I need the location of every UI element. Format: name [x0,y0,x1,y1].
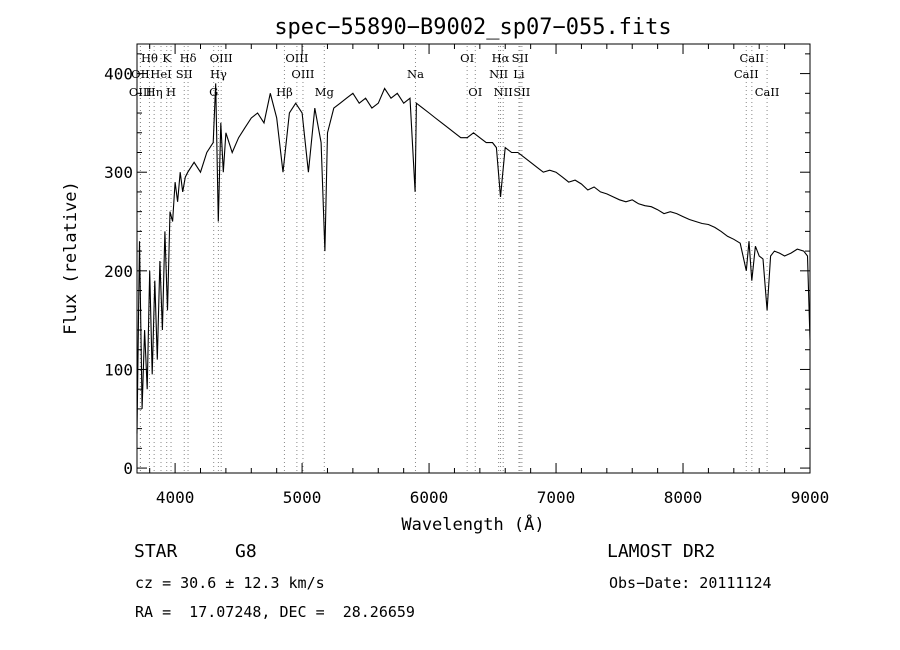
x-axis-ticks: 4000 5000 6000 7000 8000 9000 [149,44,830,507]
x-tick-label: 6000 [410,488,449,507]
x-tick-label: 7000 [537,488,576,507]
line-label: SII [513,85,530,99]
info-obs-date: Obs−Date: 20111124 [609,574,772,592]
info-subclass: G8 [235,541,257,562]
chart-title: spec−55890−B9002_sp07−055.fits [274,15,671,40]
line-label: CaII [755,85,780,99]
line-label: Hα [492,51,510,65]
line-label: SII [176,67,193,81]
line-label: CaII [739,51,764,65]
line-label: OIII [129,85,152,99]
spectrum-line [136,83,811,434]
line-label: G [209,85,218,99]
y-tick-label: 400 [104,65,133,84]
line-label: NII [489,67,508,81]
line-label: Mg [315,85,335,99]
line-label: Hδ [180,51,197,65]
line-label: OIII [210,51,233,65]
line-label: Hβ [276,85,293,99]
info-cz: cz = 30.6 ± 12.3 km/s [135,574,325,592]
line-label: K [162,51,171,65]
x-axis-label: Wavelength (Å) [401,513,544,535]
info-object-type: STAR [134,541,178,562]
info-survey: LAMOST DR2 [607,541,716,562]
plot-frame [136,43,811,474]
line-label: NII [494,85,513,99]
line-label: OI [460,51,474,65]
line-label: HeI [150,67,171,81]
line-label: Na [407,67,424,81]
line-label: OIII [285,51,308,65]
line-label: Hη [146,85,163,99]
x-tick-label: 8000 [664,488,703,507]
line-label: SII [512,51,529,65]
emission-line-markers [139,46,768,472]
line-label: Hθ [141,51,158,65]
line-label: OI [468,85,482,99]
y-tick-label: 0 [123,459,133,478]
y-axis-label: Flux (relative) [61,181,81,335]
line-label: Hγ [210,67,227,81]
y-tick-label: 200 [104,262,133,281]
y-tick-label: 300 [104,163,133,182]
line-label: Li [513,67,525,81]
y-tick-label: 100 [104,360,133,379]
info-coords: RA = 17.07248, DEC = 28.26659 [135,603,415,621]
x-tick-label: 5000 [283,488,322,507]
line-label: OIII [291,67,314,81]
line-label: H [166,85,176,99]
y-axis-ticks: 0 100 200 300 400 [104,53,810,478]
x-tick-label: 4000 [156,488,195,507]
x-tick-label: 9000 [791,488,830,507]
line-label: CaII [734,67,759,81]
